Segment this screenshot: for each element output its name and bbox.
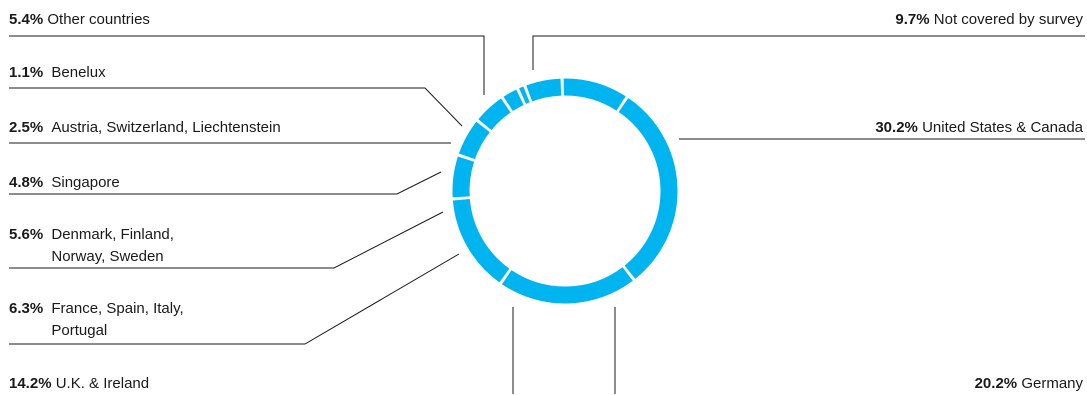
slice-name-line-2: Portugal	[51, 322, 108, 339]
slice-value: 4.8%	[9, 174, 44, 191]
donut-slice-6	[478, 98, 511, 131]
slice-label-singapore: 4.8% Singapore	[9, 172, 120, 194]
slice-label-nordics: 5.6% Denmark, Finland, Norway, Sweden	[9, 224, 174, 268]
slice-label-germany: 20.2% Germany	[975, 373, 1083, 395]
leader-line-5	[9, 211, 444, 269]
leader-line-0	[532, 35, 1085, 70]
donut-slice-9	[526, 78, 562, 102]
donut-slice-0	[563, 78, 626, 111]
slice-value: 5.4%	[9, 11, 44, 28]
slice-name: Singapore	[51, 174, 120, 191]
donut-slice-4	[452, 156, 475, 198]
slice-value: 9.7%	[895, 11, 930, 28]
slice-name-line-1: France, Spain, Italy,	[51, 300, 184, 317]
slice-value: 2.5%	[9, 119, 44, 136]
slice-label-uk-ireland: 14.2% U.K. & Ireland	[9, 373, 149, 395]
slice-name-line-2: Norway, Sweden	[51, 248, 164, 265]
slice-name-line-1: Denmark, Finland,	[51, 226, 174, 243]
slice-name: Benelux	[51, 64, 106, 81]
slice-name: Germany	[1021, 375, 1083, 392]
slice-label-france-spain-italy-portugal: 6.3% France, Spain, Italy, Portugal	[9, 298, 184, 342]
slice-label-austria-switzerland-liechtenstein: 2.5% Austria, Switzerland, Liechtenstein	[9, 117, 281, 139]
leader-line-4	[9, 253, 460, 345]
slice-value: 5.6%	[9, 226, 44, 243]
slice-value: 1.1%	[9, 64, 44, 81]
leader-line-8	[9, 87, 463, 127]
slice-value: 30.2%	[875, 119, 918, 136]
donut-slice-5	[458, 121, 490, 160]
leader-lines	[9, 35, 1085, 394]
donut-slice-7	[503, 89, 524, 112]
slice-name: U.K. & Ireland	[55, 375, 150, 392]
donut-slice-2	[501, 267, 633, 304]
slice-label-benelux: 1.1% Benelux	[9, 62, 106, 84]
slice-name: United States & Canada	[922, 119, 1083, 136]
slice-value: 20.2%	[974, 375, 1018, 392]
donut-ring	[452, 78, 678, 304]
slice-label-united-states-canada: 30.2% United States & Canada	[875, 117, 1083, 139]
slice-label-other-countries: 5.4% Other countries	[9, 9, 150, 31]
slice-name: Other countries	[47, 11, 150, 28]
slice-name: Austria, Switzerland, Liechtenstein	[51, 119, 281, 136]
slice-value: 14.2%	[9, 375, 52, 392]
slice-name: Not covered by survey	[933, 11, 1083, 28]
donut-slice-1	[618, 97, 678, 279]
leader-line-9	[9, 35, 485, 95]
slice-label-not-covered: 9.7% Not covered by survey	[895, 9, 1083, 31]
leader-line-6	[9, 171, 442, 195]
donut-slice-8	[519, 86, 530, 104]
donut-slice-3	[452, 198, 510, 283]
slice-value: 6.3%	[9, 300, 44, 317]
